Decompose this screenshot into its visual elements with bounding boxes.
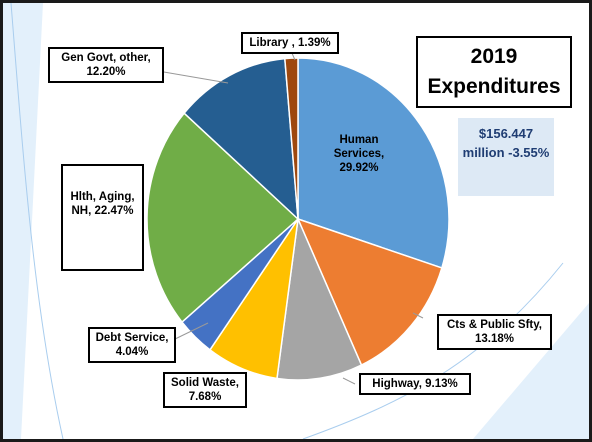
category-label: Debt Service, <box>95 332 169 344</box>
decoration <box>3 3 43 439</box>
value-label: 1.39% <box>297 37 331 49</box>
pie-slice <box>296 217 443 367</box>
category-label: Hlth, Aging, NH, <box>70 191 135 217</box>
value-label: 29.92% <box>339 162 379 174</box>
data-label: Library , 1.39% <box>241 32 339 54</box>
data-label: Solid Waste, 7.68% <box>163 372 247 408</box>
chart-title: 2019 Expenditures <box>416 36 572 108</box>
chart <box>3 3 589 439</box>
data-label: Debt Service, 4.04% <box>88 327 176 363</box>
category-label: Highway, <box>372 378 422 390</box>
pie-slice <box>276 216 363 381</box>
value-label: 13.18% <box>474 333 514 345</box>
category-label: Cts & Public Sfty, <box>447 319 542 331</box>
category-label: Library , <box>249 37 295 49</box>
value-label: 12.20% <box>86 66 126 78</box>
pie-slice <box>284 57 299 220</box>
chart-subtitle: $156.447 million -3.55% <box>458 118 554 196</box>
decoration <box>473 303 589 439</box>
category-label: Solid Waste, <box>171 377 239 389</box>
value-label: 7.68% <box>188 391 222 403</box>
data-label: Hlth, Aging, NH, 22.47% <box>61 164 144 271</box>
data-label: Human Services, 29.92% <box>321 133 397 175</box>
category-label: Human Services, <box>333 134 385 160</box>
decoration <box>10 3 64 439</box>
data-label: Gen Govt, other, 12.20% <box>48 47 164 83</box>
pie-slice <box>183 57 299 221</box>
value-label: 4.04% <box>115 346 149 358</box>
category-label: Gen Govt, other, <box>61 52 151 64</box>
data-label: Cts & Public Sfty, 13.18% <box>437 314 552 350</box>
pie <box>146 57 450 381</box>
pie-slice <box>146 112 300 324</box>
value-label: 9.13% <box>425 378 458 390</box>
leader-lines <box>157 50 424 385</box>
value-label: 22.47% <box>94 205 134 217</box>
pie-slice <box>297 57 450 269</box>
data-label: Highway, 9.13% <box>359 373 471 395</box>
